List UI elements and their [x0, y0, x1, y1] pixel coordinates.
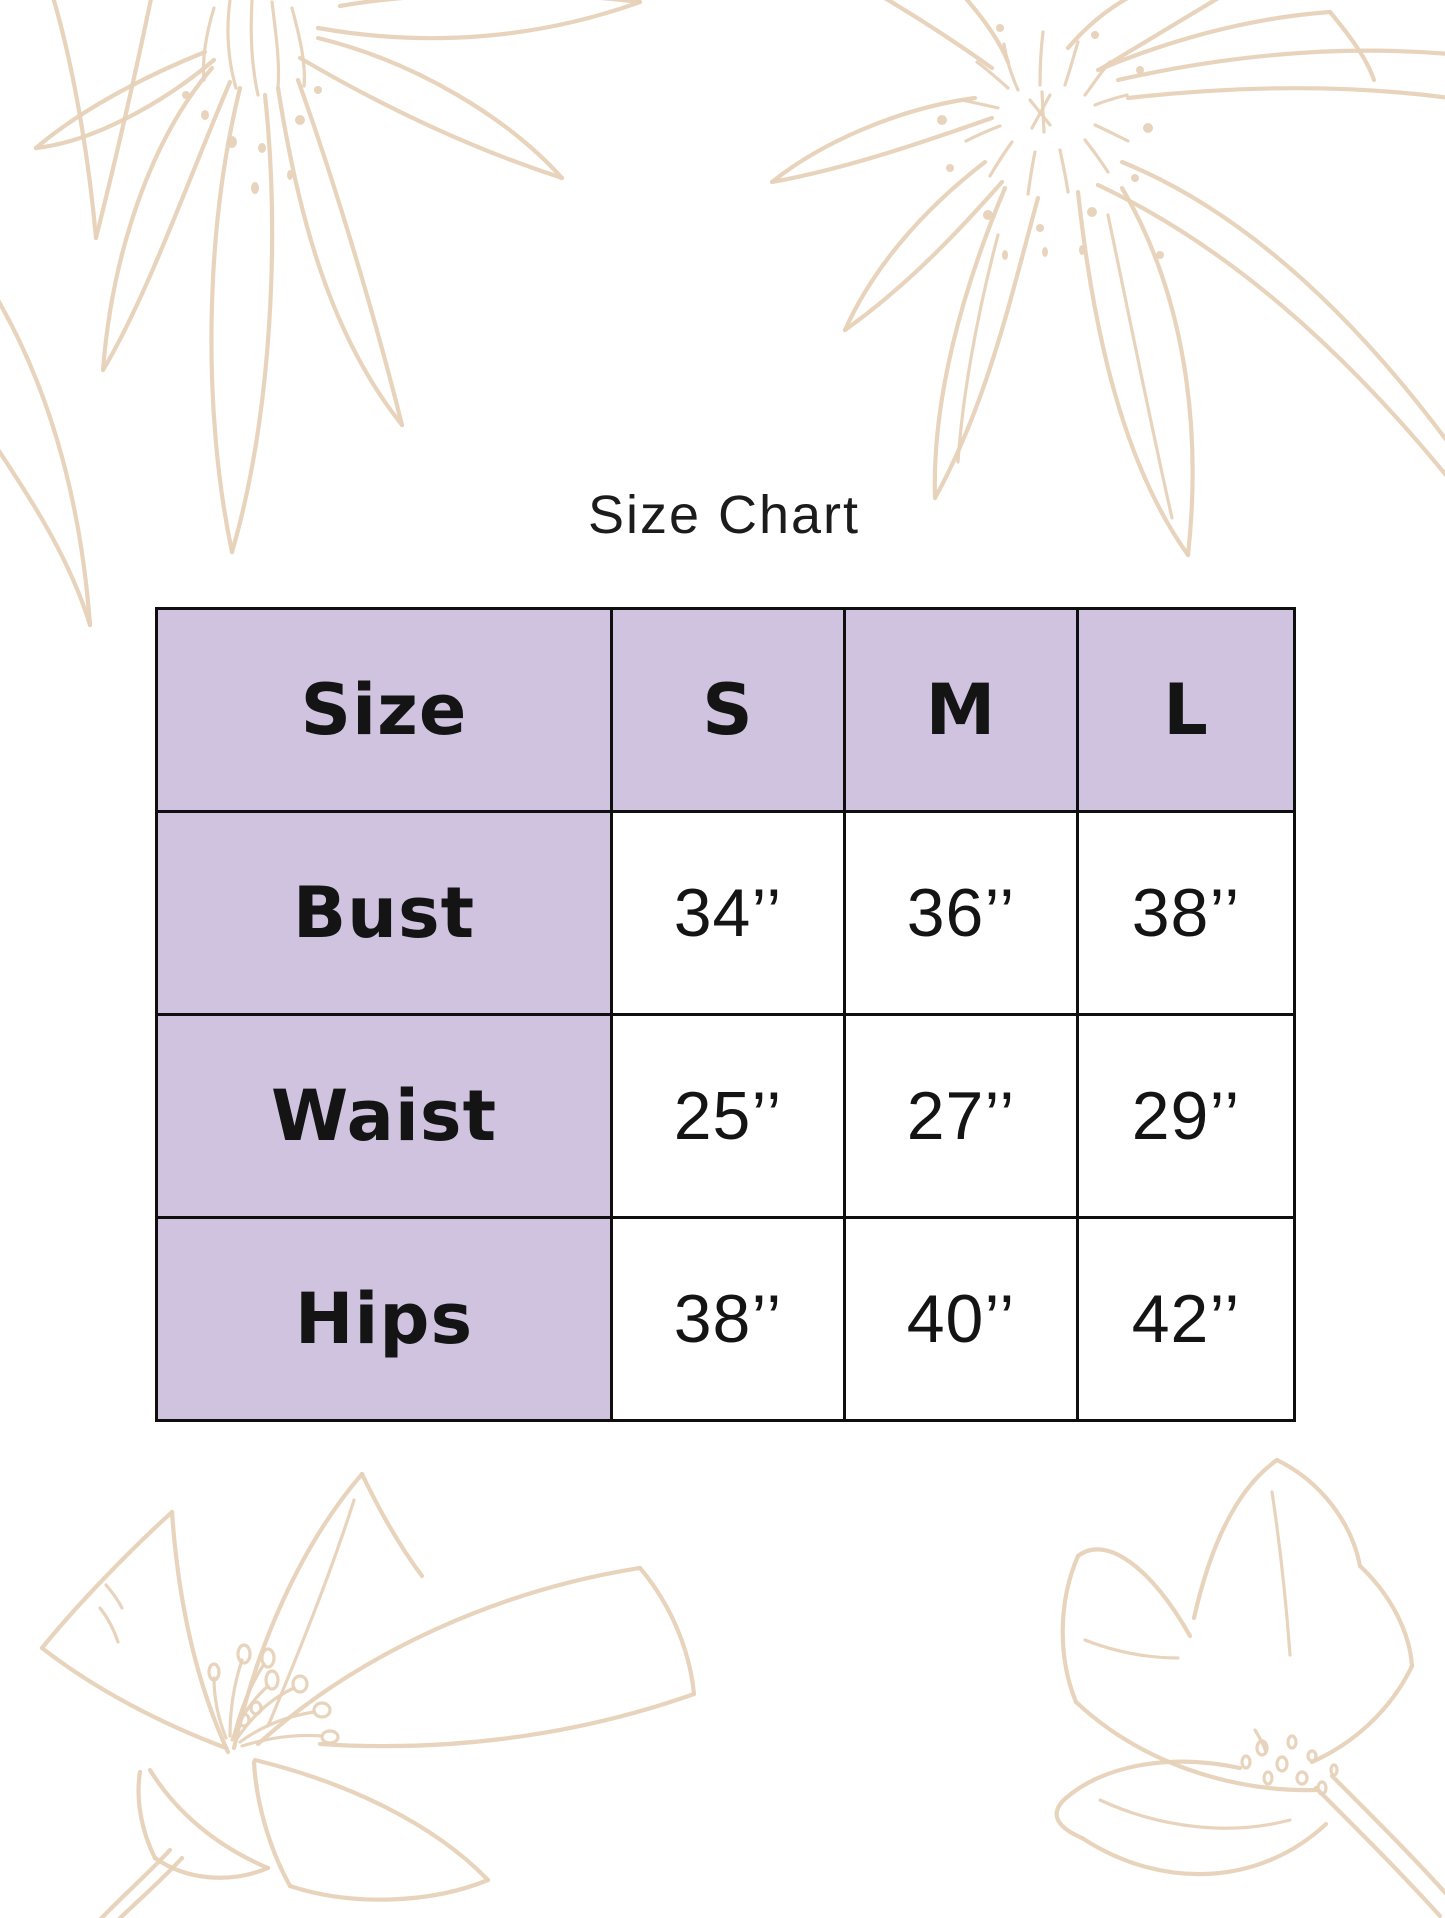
cell-hips-s: 38’’	[610, 1216, 846, 1422]
table-row-hips: Hips 38’’ 40’’ 42’’	[155, 1216, 1296, 1422]
table-header-row: Size S M L	[155, 607, 1296, 813]
header-cell-m: M	[843, 607, 1079, 813]
cell-waist-m: 27’’	[843, 1013, 1079, 1219]
table-row-bust: Bust 34’’ 36’’ 38’’	[155, 810, 1296, 1016]
cell-hips-l: 42’’	[1076, 1216, 1296, 1422]
row-header-hips: Hips	[155, 1216, 613, 1422]
flower-bottom-left-icon	[39, 1471, 697, 1918]
header-cell-size: Size	[155, 607, 613, 813]
cell-waist-l: 29’’	[1076, 1013, 1296, 1219]
row-header-bust: Bust	[155, 810, 613, 1016]
row-header-waist: Waist	[155, 1013, 613, 1219]
cell-bust-l: 38’’	[1076, 810, 1296, 1016]
page-title: Size Chart	[587, 485, 861, 545]
cell-bust-m: 36’’	[843, 810, 1079, 1016]
cell-hips-m: 40’’	[843, 1216, 1079, 1422]
flower-top-right-icon	[769, 0, 1445, 558]
table-row-waist: Waist 25’’ 27’’ 29’’	[155, 1013, 1296, 1219]
header-cell-l: L	[1076, 607, 1296, 813]
header-cell-s: S	[610, 607, 846, 813]
size-chart-table: Size S M L Bust 34’’ 36’’ 38’’ Waist 25’…	[155, 607, 1296, 1422]
flower-bottom-right-icon	[1054, 1457, 1445, 1918]
cell-waist-s: 25’’	[610, 1013, 846, 1219]
cell-bust-s: 34’’	[610, 810, 846, 1016]
